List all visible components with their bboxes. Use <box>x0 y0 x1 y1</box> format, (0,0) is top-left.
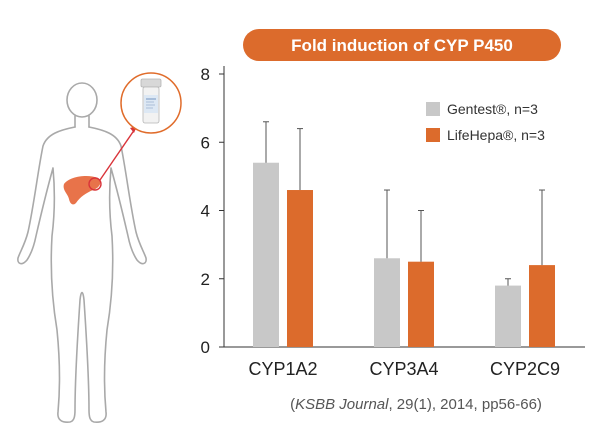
y-tick-label: 0 <box>201 338 210 357</box>
y-tick-label: 6 <box>201 133 210 152</box>
y-tick-label: 2 <box>201 270 210 289</box>
human-body-outline-icon <box>17 82 147 423</box>
x-tick-label: CYP3A4 <box>369 359 438 379</box>
bar-gentest-cyp2c9 <box>495 285 521 347</box>
legend: Gentest®, n=3 LifeHepa®, n=3 <box>426 101 545 143</box>
bars <box>253 162 555 347</box>
legend-label-lifehepa: LifeHepa®, n=3 <box>447 127 545 143</box>
pointer-line <box>99 125 138 181</box>
legend-swatch-lifehepa <box>426 128 440 142</box>
chart-title: Fold induction of CYP P450 <box>291 36 513 55</box>
x-tick-labels: CYP1A2 CYP3A4 CYP2C9 <box>248 359 560 379</box>
bar-gentest-cyp3a4 <box>374 258 400 347</box>
liver-highlight-circle <box>88 177 102 191</box>
bar-lifehepa-cyp2c9 <box>529 265 555 347</box>
y-tick-label: 4 <box>201 202 210 221</box>
bar-gentest-cyp1a2 <box>253 162 279 347</box>
y-tick-label: 8 <box>201 65 210 84</box>
citation-journal: KSBB Journal <box>295 396 389 413</box>
citation: (KSBB Journal, 29(1), 2014, pp56-66) <box>290 396 542 413</box>
liver-icon <box>63 176 101 205</box>
bar-lifehepa-cyp3a4 <box>408 261 434 347</box>
citation-open: ( <box>290 396 295 413</box>
bar-lifehepa-cyp1a2 <box>287 190 313 347</box>
chart-title-pill: Fold induction of CYP P450 <box>243 29 561 61</box>
legend-label-gentest: Gentest®, n=3 <box>447 101 538 117</box>
x-tick-label: CYP2C9 <box>490 359 560 379</box>
y-ticks: 0 2 4 6 8 <box>201 65 224 357</box>
error-bars <box>263 121 545 286</box>
legend-swatch-gentest <box>426 102 440 116</box>
citation-rest: , 29(1), 2014, pp56-66) <box>388 396 541 413</box>
sample-tube-icon <box>120 72 182 134</box>
x-tick-label: CYP1A2 <box>248 359 317 379</box>
